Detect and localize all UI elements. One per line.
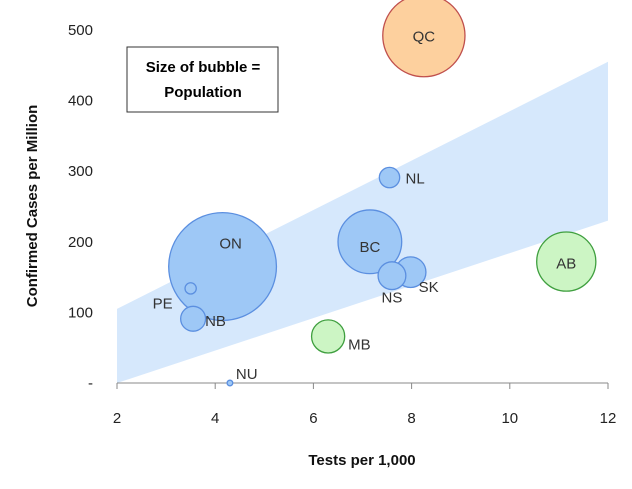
y-tick-label: -	[88, 375, 93, 392]
size-legend-note: Size of bubble = Population	[126, 46, 279, 113]
bubble-label-nu: NU	[236, 366, 258, 383]
bubble-nu	[226, 379, 234, 387]
y-tick-label: 500	[68, 22, 93, 39]
bubble-label-nl: NL	[406, 171, 425, 188]
bubble-label-sk: SK	[419, 279, 439, 296]
y-tick-label: 400	[68, 93, 93, 110]
bubble-mb	[310, 319, 346, 354]
bubble-labels: QC ON BC AB NL NS SK NB PE MB NU	[153, 29, 577, 383]
x-tick-label: 8	[407, 410, 415, 427]
bubble-label-mb: MB	[348, 336, 371, 353]
size-legend-line-1: Size of bubble =	[146, 59, 261, 76]
x-tick-labels: 2 4 6 8 10 12	[113, 410, 617, 427]
bubble-nl	[378, 166, 401, 189]
y-tick-labels: - 100 200 300 400 500	[68, 22, 93, 392]
bubble-label-ab: AB	[556, 256, 576, 273]
y-tick-label: 200	[68, 234, 93, 251]
x-tick-label: 4	[211, 410, 219, 427]
axes	[116, 382, 609, 389]
bubble-label-pe: PE	[153, 295, 173, 312]
bubble-qc	[382, 0, 466, 78]
y-tick-label: 300	[68, 163, 93, 180]
bubble-label-qc: QC	[413, 29, 436, 46]
y-axis-title: Confirmed Cases per Million	[24, 105, 41, 308]
x-tick-label: 12	[600, 410, 617, 427]
x-tick-label: 6	[309, 410, 317, 427]
bubble-on	[168, 211, 278, 322]
y-tick-label: 100	[68, 304, 93, 321]
bubble-label-nb: NB	[205, 313, 226, 330]
bubble-label-bc: BC	[359, 239, 380, 256]
bubbles	[168, 0, 597, 387]
x-tick-label: 10	[501, 410, 518, 427]
bubble-nb	[180, 305, 207, 332]
bubble-ns	[377, 261, 407, 291]
size-legend-box	[126, 46, 279, 113]
x-tick-label: 2	[113, 410, 121, 427]
bubble-label-ns: NS	[382, 290, 403, 307]
size-legend-line-2: Population	[164, 84, 242, 101]
bubble-ab	[536, 231, 597, 292]
bubble-label-on: ON	[219, 236, 242, 253]
x-axis-title: Tests per 1,000	[308, 452, 415, 469]
bubble-bc	[337, 209, 403, 275]
bubble-pe	[184, 282, 197, 295]
